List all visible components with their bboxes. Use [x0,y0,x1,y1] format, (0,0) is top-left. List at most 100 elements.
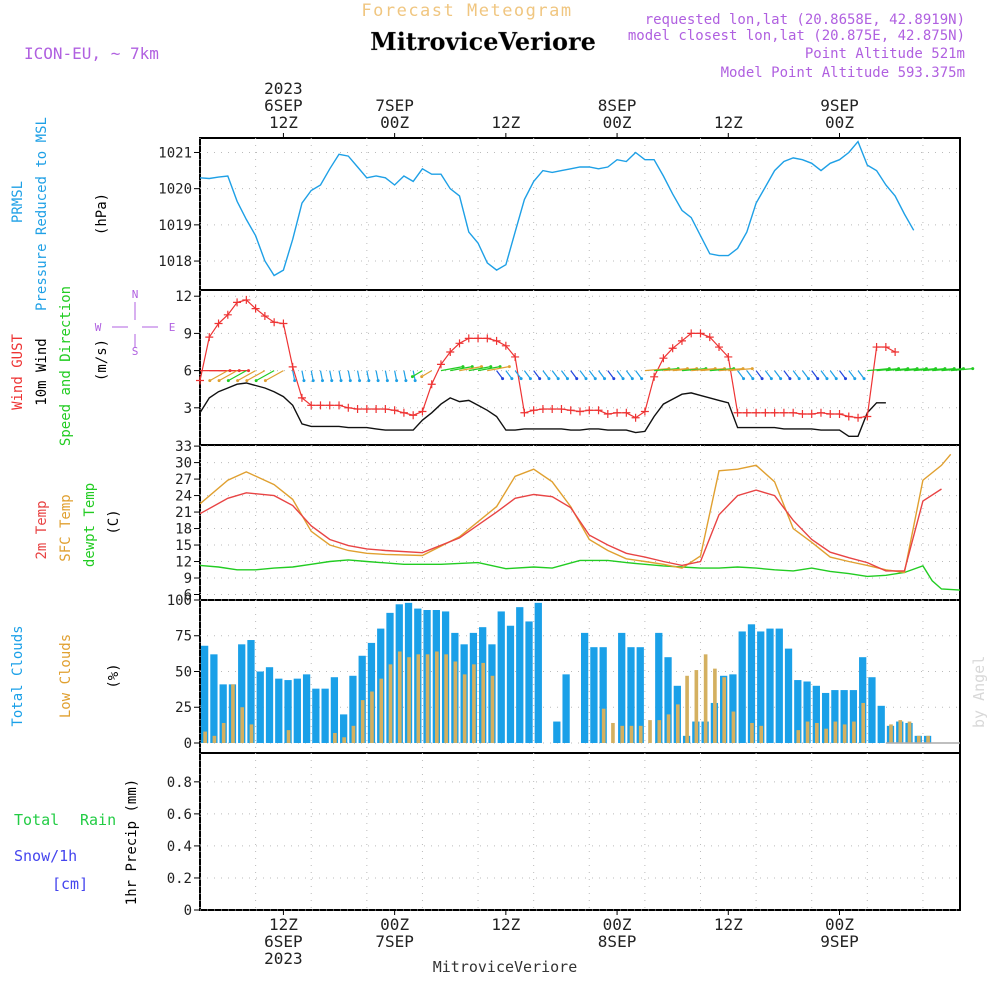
wind-arrow [672,368,697,372]
total-cloud-bar [618,632,626,743]
compass-n: N [132,288,139,301]
gust-marker [807,410,816,418]
gust-marker [585,406,594,415]
rain-label: Rain [80,811,116,829]
wind-arrow-head [806,377,810,381]
pressure-frame [199,137,961,291]
total-cloud-bar [766,628,774,743]
temp-2m-label: 2m Temp [34,500,50,559]
wind-ytick-label: 6 [184,364,192,380]
bottom-time-label: 2023 [264,949,303,968]
gust-marker [844,412,853,421]
bottom-time-label: 00Z [825,915,854,934]
wind-arrow [857,370,865,379]
wind-arrow-head [236,379,240,383]
precip-ytick-label: 0.2 [167,871,192,887]
precip-unit: 1hr Precip (mm) [124,779,140,905]
wind-arrow-head [528,377,532,381]
wind-arrow-head [339,379,343,383]
clouds-panel: 0 25 50 75 100 [167,593,961,754]
wind-arrow [560,370,568,379]
wind-arrow [366,370,370,381]
gust-marker [826,410,835,418]
precip-panel: 0 0.2 0.4 0.6 0.8 [167,752,961,919]
temp-ytick-label: 15 [175,538,192,554]
top-time-label: 12Z [491,113,520,132]
low-cloud-bar [657,720,662,743]
wind-arrow [774,370,782,379]
gust-marker [205,333,214,342]
wind-arrow [728,368,753,372]
low-cloud-bar [907,721,912,743]
total-cloud-bar [506,625,515,743]
gust-marker [566,406,575,415]
low-cloud-bar [676,704,680,743]
total-cloud-bar [803,681,811,743]
low-cloud-bar [240,707,245,743]
clouds-unit: (%) [106,663,122,688]
compass-e: E [169,321,176,334]
gust-marker [715,343,724,352]
clouds-ytick-label: 25 [175,700,192,716]
dewpt-label: dewpt Temp [82,483,98,567]
low-cloud-bar [397,651,402,743]
wind-arrow-head [489,365,493,369]
temp-ytick-label: 6 [184,588,192,604]
low-cloud-bar [435,651,439,743]
gust-marker [696,329,705,338]
low-cloud-bar [620,725,625,743]
sfc-temp-label: SFC Temp [58,494,74,561]
requested-coords: requested lon,lat (20.8658E, 42.8919N) [645,12,965,28]
wind-arrow-head [501,377,505,381]
low-cloud-bar [852,721,856,743]
gust-marker [233,298,242,307]
wind-arrow [848,370,856,379]
wind-arrow [459,366,482,372]
wind-arrow [635,370,643,379]
wind-arrow-head [565,377,569,381]
wind-arrow [829,370,837,379]
wind-ytick-label: 9 [184,326,192,342]
wind-arrow [533,370,541,379]
dewpt-line [199,559,961,591]
top-time-label: 9SEP [820,96,859,115]
bottom-time-label: 9SEP [820,932,859,951]
gust-marker [492,336,501,345]
gust-marker [279,319,288,328]
gust-marker [640,407,649,416]
gust-marker [798,410,807,418]
gust-marker [381,405,390,414]
low-cloud-bar [731,711,736,743]
bottom-time-label: 00Z [380,915,409,934]
gust-marker [659,354,668,363]
gust-marker [464,334,473,343]
wind-arrow-head [498,365,502,369]
total-cloud-bar [831,690,839,743]
wind-arrow [440,366,464,372]
low-cloud-bar [249,724,254,743]
wind-arrow [588,370,596,379]
gust-marker [650,372,659,381]
wind-arrow [700,368,725,372]
wind-arrow [895,368,918,372]
wind-arrow [255,370,275,382]
total-cloud-bar [256,671,264,743]
low-cloud-bar [231,684,235,743]
top-time-label: 12Z [714,113,743,132]
wind-arrow [292,370,296,381]
top-title: Forecast Meteogram [361,1,572,21]
wind-arrow-head [413,379,417,383]
wind-arrow-head [217,379,221,383]
bottom-time-label: 12Z [491,915,520,934]
precip-ytick-label: 0.6 [167,807,192,823]
gust-marker [622,408,631,417]
gust-marker [196,376,204,385]
gust-marker [752,408,761,417]
bottom-time-label: 12Z [714,915,743,934]
gust-marker [631,413,640,422]
wind-arrow-head [788,377,792,381]
gust-marker [325,401,334,410]
wind-arrow [820,370,828,379]
wind-arrow-head [844,377,848,381]
